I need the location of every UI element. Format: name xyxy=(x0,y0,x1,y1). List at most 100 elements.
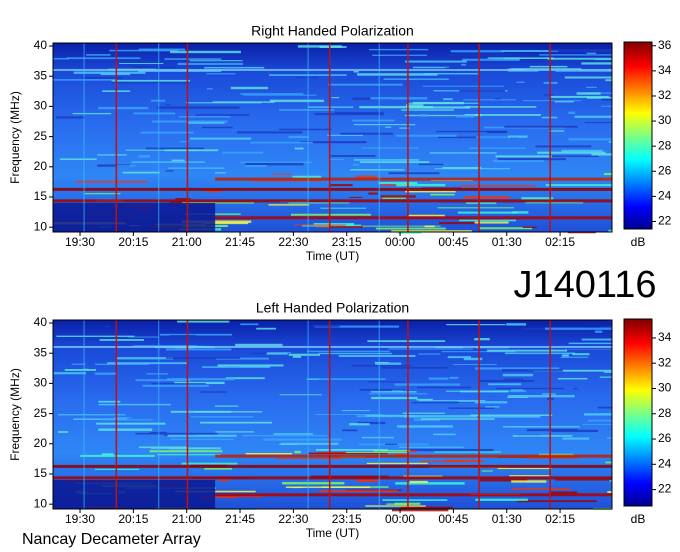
spectrogram-streak xyxy=(353,159,419,161)
spectrogram-streak xyxy=(464,114,541,116)
spectrogram-streak xyxy=(203,222,249,225)
spectrogram-streak xyxy=(58,431,69,433)
spectrogram-streak xyxy=(399,446,464,448)
colorbar-tick-label: 28 xyxy=(658,406,672,420)
spectrogram-streak xyxy=(537,151,606,154)
plot-frame xyxy=(52,319,613,510)
spectrogram-streak xyxy=(292,175,322,179)
spectrogram-streak xyxy=(331,340,402,343)
spectrogram-streak xyxy=(503,425,580,428)
spectrogram-streak xyxy=(424,225,435,228)
spectrogram-streak xyxy=(138,446,189,449)
spectrogram-streak xyxy=(182,201,255,204)
spectrogram-streak xyxy=(151,383,206,385)
spectrogram-streak xyxy=(516,81,525,83)
spectrogram-band xyxy=(215,177,613,181)
y-tick-label: 40 xyxy=(34,38,48,52)
spectrogram-streak xyxy=(608,320,612,322)
spectrogram-streak xyxy=(539,349,612,351)
spectrogram-streak xyxy=(449,376,459,379)
spectrogram-streak xyxy=(402,412,445,414)
spectrogram-streak xyxy=(573,388,579,390)
colorbar-tick-label: 32 xyxy=(658,355,672,369)
y-tick-label: 40 xyxy=(34,315,48,329)
spectrogram-band xyxy=(53,464,612,468)
spectrogram-streak xyxy=(282,482,345,485)
spectrogram-streak xyxy=(370,97,428,100)
spectrogram-streak xyxy=(475,367,560,370)
spectrogram-streak xyxy=(551,429,599,433)
spectrogram-streak xyxy=(320,207,367,209)
spectrogram-streak xyxy=(522,226,537,229)
spectrogram-streak xyxy=(584,122,612,124)
spectrogram-quiet-region xyxy=(53,480,216,509)
spectrogram-streak xyxy=(534,369,612,372)
spectrogram-burst xyxy=(307,320,309,509)
spectrogram-streak xyxy=(240,161,313,164)
spectrogram-streak xyxy=(608,229,612,232)
x-tick-label: 00:45 xyxy=(438,512,468,526)
spectrogram-streak xyxy=(293,224,346,226)
spectrogram-streak xyxy=(59,158,97,161)
spectrogram-streak xyxy=(382,499,448,501)
spectrogram-streak xyxy=(273,433,313,435)
spectrogram-streak xyxy=(315,414,383,416)
spectrogram-streak xyxy=(405,60,467,63)
spectrogram-streak xyxy=(212,101,275,103)
x-tick-label: 00:00 xyxy=(385,235,415,249)
spectrogram-streak xyxy=(375,227,446,230)
spectrogram-streak xyxy=(419,114,427,117)
spectrogram-streak xyxy=(308,378,320,380)
spectrogram-streak xyxy=(404,415,478,418)
x-tick-label: 00:45 xyxy=(438,235,468,249)
spectrogram-streak xyxy=(178,116,231,118)
spectrogram-streak xyxy=(170,50,241,54)
spectrogram-streak xyxy=(350,169,405,171)
spectrogram-streak xyxy=(194,411,263,413)
spectrogram-streak xyxy=(256,327,277,330)
spectrogram-streak xyxy=(587,419,612,422)
spectrogram-streak xyxy=(189,60,243,62)
spectrogram-streak xyxy=(97,154,127,156)
spectrogram-streak xyxy=(388,172,440,175)
spectrogram-streak xyxy=(329,226,363,228)
spectrogram-streak xyxy=(245,162,304,166)
spectrogram-streak xyxy=(439,222,477,225)
spectrogram-streak xyxy=(361,225,441,227)
colorbar-label: dB xyxy=(631,235,646,249)
spectrogram-streak xyxy=(568,111,576,114)
spectrogram-streak xyxy=(225,366,240,368)
spectrogram-burst xyxy=(378,43,380,232)
spectrogram-streak xyxy=(174,381,225,385)
spectrogram-streak xyxy=(433,433,456,436)
spectrogram-streak xyxy=(493,159,544,163)
spectrogram-streak xyxy=(215,357,269,360)
spectrogram-streak xyxy=(101,453,114,456)
spectrogram-streak xyxy=(342,429,358,432)
spectrogram-streak xyxy=(568,138,612,141)
x-tick-label: 21:00 xyxy=(172,235,202,249)
spectrogram-streak xyxy=(199,421,273,424)
colorbar-tick-label: 34 xyxy=(658,63,672,77)
spectrogram-streak xyxy=(405,337,475,340)
spectrogram-streak xyxy=(308,106,354,108)
spectrogram-streak xyxy=(550,95,610,98)
spectrogram-streak xyxy=(418,353,441,355)
colorbar-tick-label: 26 xyxy=(658,431,672,445)
spectrogram-streak xyxy=(337,57,353,59)
spectrogram-streak xyxy=(366,462,428,465)
x-tick-label: 23:15 xyxy=(332,512,362,526)
y-tick-label: 15 xyxy=(34,189,48,203)
spectrogram-burst xyxy=(549,43,551,232)
spectrogram-streak xyxy=(516,500,597,503)
spectrogram-streak xyxy=(392,508,449,512)
spectrogram-streak xyxy=(138,48,186,51)
spectrogram-streak xyxy=(365,414,408,417)
spectrogram-streak xyxy=(428,377,449,380)
y-tick-label: 10 xyxy=(34,496,48,510)
spectrogram-band xyxy=(53,199,612,203)
spectrogram-streak xyxy=(149,450,223,453)
spectrogram-streak xyxy=(319,46,347,48)
spectrogram-streak xyxy=(187,121,225,124)
spectrogram-streak xyxy=(444,459,483,463)
